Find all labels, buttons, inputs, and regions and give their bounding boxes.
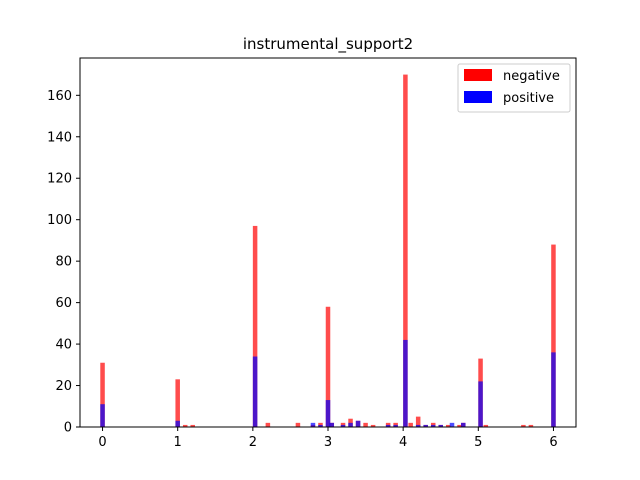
bar-positive-0 (100, 404, 105, 427)
bar-positive-1 (175, 420, 180, 427)
bar-negative-3 (190, 424, 195, 427)
legend-label-negative: negative (503, 69, 560, 84)
bar-negative-14 (363, 422, 368, 427)
y-tick-label-3: 60 (55, 296, 72, 311)
bar-positive-15 (430, 424, 436, 427)
bar-positive-20 (551, 352, 556, 427)
x-tick-label-0: 0 (98, 435, 106, 450)
y-tick-label-5: 100 (47, 213, 72, 228)
bar-positive-18 (461, 422, 466, 427)
bar-negative-1 (175, 379, 180, 427)
bar-positive-5 (325, 400, 331, 427)
bar-negative-16 (385, 422, 391, 427)
y-tick-label-0: 0 (64, 421, 72, 436)
bar-positive-14 (423, 424, 428, 427)
bar-negative-6 (295, 422, 301, 427)
y-tick-label-1: 20 (55, 379, 72, 394)
legend-label-positive: positive (503, 91, 554, 106)
bar-negative-24 (445, 424, 451, 427)
legend: negative positive (457, 63, 571, 113)
bar-negative-17 (393, 422, 398, 427)
legend-swatch-negative (464, 69, 492, 81)
chart-title: instrumental_support2 (243, 35, 413, 54)
bar-positive-10 (385, 424, 391, 427)
y-tick-label-7: 140 (47, 130, 72, 145)
x-tick-label-1: 1 (174, 435, 182, 450)
bar-negative-25 (457, 424, 462, 427)
bar-negative-8 (318, 422, 323, 427)
bar-negative-29 (521, 424, 526, 427)
bar-positive-4 (318, 424, 323, 427)
bars (100, 74, 556, 427)
x-tick-label-3: 3 (324, 435, 332, 450)
bar-positive-3 (310, 422, 316, 427)
bar-positive-11 (393, 424, 398, 427)
bar-positive-19 (478, 381, 483, 427)
bar-positive-8 (348, 422, 353, 427)
bar-positive-16 (438, 424, 443, 427)
bar-negative-30 (528, 424, 534, 427)
x-tick-label-4: 4 (399, 435, 407, 450)
y-tick-label-8: 160 (47, 89, 72, 104)
y-tick-label-2: 40 (55, 338, 72, 353)
legend-swatch-positive (464, 91, 492, 103)
y-tick-label-6: 120 (47, 172, 72, 187)
x-tick-label-5: 5 (474, 435, 482, 450)
bar-negative-0 (100, 362, 105, 427)
bar-positive-9 (355, 420, 361, 427)
bar-positive-2 (252, 356, 258, 427)
x-tick-label-2: 2 (249, 435, 257, 450)
bar-negative-11 (340, 422, 346, 427)
bar-negative-2 (182, 424, 188, 427)
bar-positive-6 (329, 422, 335, 427)
bar-negative-9 (325, 306, 331, 427)
bar-negative-5 (265, 422, 271, 427)
bar-negative-31 (551, 244, 556, 427)
bar-negative-4 (252, 225, 258, 427)
y-tick-label-4: 80 (55, 255, 72, 270)
y-axis: 0 20 40 60 80 100 120 140 160 (47, 89, 80, 436)
bar-positive-7 (340, 424, 346, 427)
x-tick-label-6: 6 (549, 435, 557, 450)
bar-positive-13 (415, 424, 421, 427)
bar-positive-17 (449, 422, 455, 427)
bar-negative-28 (483, 424, 489, 427)
bar-negative-15 (370, 424, 376, 427)
bar-negative-19 (408, 422, 413, 427)
bar-positive-12 (403, 339, 408, 427)
bar-negative-20 (415, 416, 421, 427)
bar-negative-22 (430, 422, 436, 427)
x-axis: 0 1 2 3 4 5 6 (98, 427, 558, 450)
bar-negative-18 (403, 74, 408, 427)
